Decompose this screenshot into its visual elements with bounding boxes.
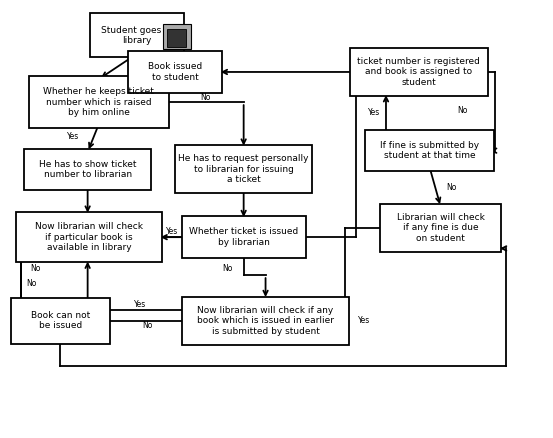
- Text: He has to request personally
to librarian for issuing
a ticket: He has to request personally to libraria…: [179, 154, 309, 184]
- Text: No: No: [30, 264, 41, 273]
- FancyBboxPatch shape: [175, 145, 312, 193]
- Text: Student goes to
library: Student goes to library: [101, 25, 173, 45]
- Text: No: No: [26, 279, 36, 288]
- FancyBboxPatch shape: [163, 25, 191, 49]
- FancyBboxPatch shape: [17, 212, 162, 262]
- FancyBboxPatch shape: [29, 76, 169, 128]
- Text: If fine is submitted by
student at that time: If fine is submitted by student at that …: [380, 141, 479, 160]
- Text: Yes: Yes: [358, 316, 370, 325]
- FancyBboxPatch shape: [365, 130, 494, 171]
- FancyBboxPatch shape: [128, 51, 222, 93]
- Text: Yes: Yes: [133, 300, 146, 309]
- Text: Now librarian will check
if particular book is
available in library: Now librarian will check if particular b…: [35, 222, 143, 252]
- FancyBboxPatch shape: [11, 298, 110, 343]
- Text: Now librarian will check if any
book which is issued in earlier
is submitted by : Now librarian will check if any book whi…: [197, 306, 334, 336]
- FancyBboxPatch shape: [90, 14, 184, 57]
- Text: Yes: Yes: [166, 227, 179, 237]
- Text: He has to show ticket
number to librarian: He has to show ticket number to libraria…: [39, 159, 137, 179]
- FancyBboxPatch shape: [182, 216, 305, 258]
- Text: Yes: Yes: [368, 108, 380, 117]
- Text: Book issued
to student: Book issued to student: [148, 62, 202, 81]
- FancyBboxPatch shape: [167, 29, 186, 47]
- Text: Whether ticket is issued
by librarian: Whether ticket is issued by librarian: [189, 227, 298, 247]
- Text: Librarian will check
if any fine is due
on student: Librarian will check if any fine is due …: [397, 213, 484, 243]
- FancyBboxPatch shape: [24, 148, 151, 190]
- Text: ticket number is registered
and book is assigned to
student: ticket number is registered and book is …: [357, 57, 480, 87]
- FancyBboxPatch shape: [182, 297, 349, 345]
- Text: Whether he keeps ticket
number which is raised
by him online: Whether he keeps ticket number which is …: [43, 87, 154, 117]
- Text: Yes: Yes: [67, 132, 79, 141]
- Text: Book can not
be issued: Book can not be issued: [30, 311, 90, 330]
- FancyBboxPatch shape: [380, 204, 501, 252]
- Text: No: No: [143, 321, 153, 330]
- Text: No: No: [222, 264, 232, 273]
- Text: No: No: [446, 183, 457, 192]
- FancyBboxPatch shape: [350, 48, 488, 96]
- Text: No: No: [200, 92, 211, 102]
- Text: No: No: [457, 106, 468, 114]
